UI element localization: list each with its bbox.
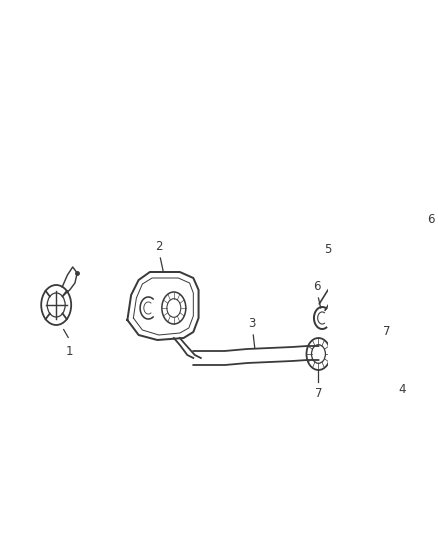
- Text: 5: 5: [324, 243, 331, 256]
- Text: 6: 6: [427, 213, 434, 226]
- Text: 7: 7: [383, 325, 390, 338]
- Text: 6: 6: [313, 280, 321, 293]
- Text: 1: 1: [66, 345, 74, 358]
- Text: 4: 4: [399, 383, 406, 396]
- Text: 2: 2: [155, 240, 162, 253]
- Text: 3: 3: [248, 317, 255, 330]
- Text: 7: 7: [315, 387, 322, 400]
